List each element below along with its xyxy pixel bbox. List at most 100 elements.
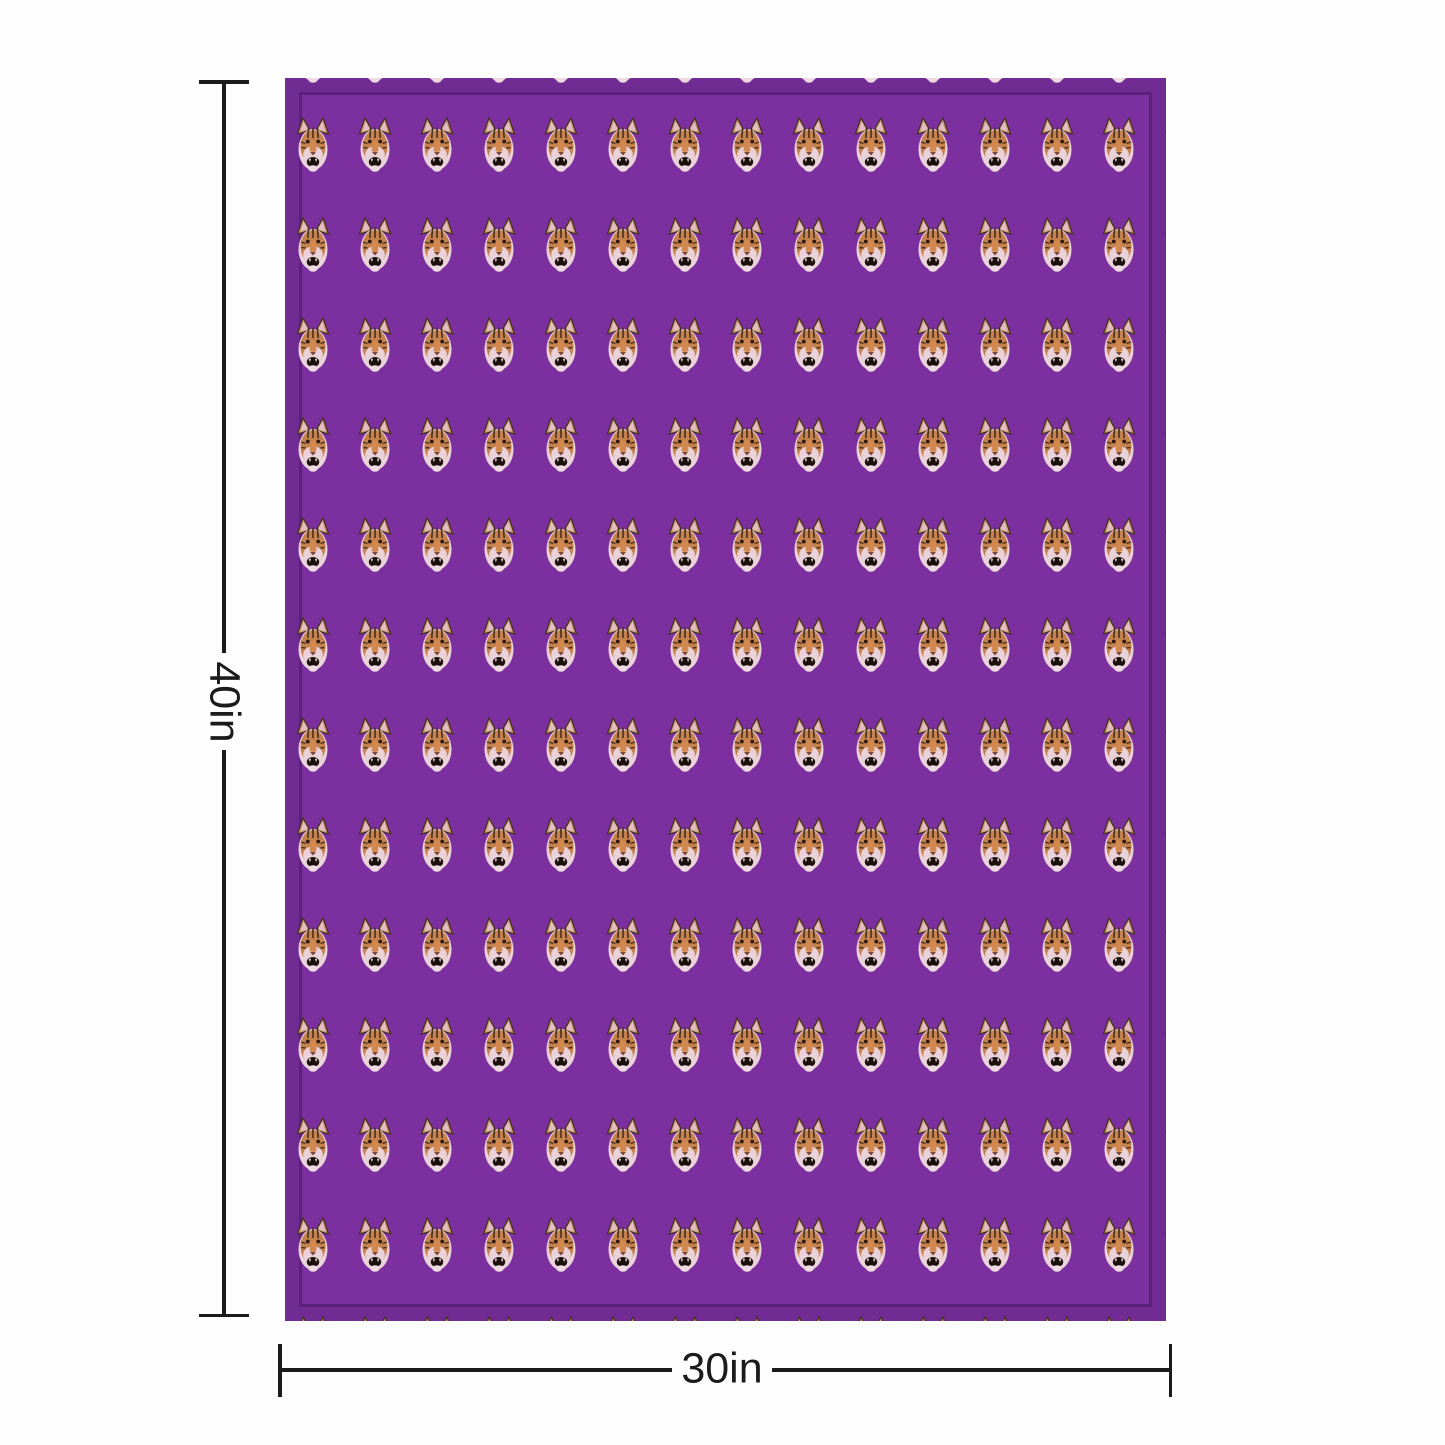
tiger-face-icon: [668, 317, 702, 373]
tiger-face-icon: [1102, 217, 1136, 273]
tiger-face-icon: [544, 1217, 578, 1273]
tiger-face-icon: [668, 1117, 702, 1173]
tiger-face-icon: [1164, 717, 1166, 773]
tiger-face-icon: [358, 417, 392, 473]
tiger-face-icon: [296, 617, 330, 673]
tiger-face-icon: [1040, 417, 1074, 473]
tiger-face-icon: [1102, 117, 1136, 173]
tiger-face-icon: [606, 817, 640, 873]
tiger-face-icon: [978, 717, 1012, 773]
blanket-inner-border: [299, 92, 1152, 1307]
tiger-face-icon: [420, 78, 454, 84]
tiger-face-icon: [544, 1017, 578, 1073]
tiger-face-icon: [1040, 1117, 1074, 1173]
tiger-face-icon: [792, 817, 826, 873]
tiger-face-icon: [1164, 417, 1166, 473]
tiger-face-icon: [358, 1316, 392, 1321]
tiger-face-icon: [420, 117, 454, 173]
tiger-face-icon: [916, 317, 950, 373]
tiger-face-icon: [482, 717, 516, 773]
tiger-face-icon: [482, 917, 516, 973]
tiger-face-icon: [544, 1316, 578, 1321]
tiger-face-icon: [978, 517, 1012, 573]
height-dimension-line-lower: [222, 750, 226, 1317]
tiger-face-icon: [482, 1217, 516, 1273]
tiger-face-icon: [482, 117, 516, 173]
tiger-face-icon: [916, 517, 950, 573]
tiger-face-icon: [792, 717, 826, 773]
tiger-face-icon: [482, 1017, 516, 1073]
tiger-face-icon: [606, 517, 640, 573]
tiger-face-icon: [1040, 1217, 1074, 1273]
tiger-face-icon: [1102, 1117, 1136, 1173]
tiger-face-icon: [606, 217, 640, 273]
tiger-face-icon: [1102, 817, 1136, 873]
tiger-face-icon: [544, 517, 578, 573]
tiger-face-icon: [730, 1316, 764, 1321]
tiger-face-icon: [1040, 317, 1074, 373]
tiger-face-icon: [606, 1217, 640, 1273]
tiger-face-icon: [978, 78, 1012, 84]
tiger-face-icon: [296, 1017, 330, 1073]
tiger-face-icon: [420, 317, 454, 373]
tiger-face-icon: [482, 417, 516, 473]
tiger-face-icon: [420, 617, 454, 673]
tiger-face-icon: [730, 1217, 764, 1273]
tiger-face-icon: [916, 1316, 950, 1321]
tiger-face-icon: [482, 617, 516, 673]
tiger-face-icon: [792, 417, 826, 473]
tiger-face-icon: [358, 1217, 392, 1273]
tiger-face-icon: [978, 817, 1012, 873]
tiger-face-icon: [358, 817, 392, 873]
tiger-face-icon: [1102, 1217, 1136, 1273]
tiger-face-icon: [978, 417, 1012, 473]
tiger-face-icon: [296, 78, 330, 84]
tiger-face-icon: [978, 1017, 1012, 1073]
tiger-face-icon: [854, 1117, 888, 1173]
tiger-face-icon: [420, 717, 454, 773]
tiger-face-icon: [544, 717, 578, 773]
tiger-face-icon: [1102, 617, 1136, 673]
tiger-face-icon: [978, 1316, 1012, 1321]
tiger-face-icon: [420, 217, 454, 273]
tiger-face-icon: [544, 817, 578, 873]
tiger-face-icon: [358, 517, 392, 573]
tiger-face-icon: [916, 1117, 950, 1173]
tiger-face-icon: [916, 717, 950, 773]
tiger-face-icon: [668, 1017, 702, 1073]
tiger-face-icon: [1164, 1117, 1166, 1173]
tiger-face-icon: [420, 1217, 454, 1273]
tiger-face-icon: [544, 417, 578, 473]
tiger-face-icon: [668, 817, 702, 873]
tiger-face-icon: [730, 717, 764, 773]
tiger-face-icon: [606, 617, 640, 673]
tiger-face-icon: [606, 917, 640, 973]
tiger-face-icon: [730, 317, 764, 373]
tiger-face-icon: [854, 1316, 888, 1321]
tiger-face-icon: [730, 1017, 764, 1073]
height-dimension-label: 40in: [200, 661, 249, 743]
tiger-face-icon: [296, 217, 330, 273]
height-dimension-line-upper: [222, 80, 226, 653]
tiger-face-icon: [482, 517, 516, 573]
tiger-face-icon: [916, 817, 950, 873]
tiger-face-icon: [792, 217, 826, 273]
tiger-face-icon: [482, 1316, 516, 1321]
tiger-face-icon: [668, 717, 702, 773]
tiger-face-icon: [916, 78, 950, 84]
tiger-face-icon: [420, 1017, 454, 1073]
tiger-face-icon: [1164, 317, 1166, 373]
tiger-face-icon: [792, 78, 826, 84]
tiger-face-icon: [420, 817, 454, 873]
tiger-pattern: [296, 78, 1166, 1321]
tiger-face-icon: [482, 1117, 516, 1173]
tiger-face-icon: [668, 1316, 702, 1321]
tiger-face-icon: [1102, 78, 1136, 84]
tiger-face-icon: [854, 1217, 888, 1273]
tiger-face-icon: [296, 417, 330, 473]
tiger-face-icon: [544, 1117, 578, 1173]
tiger-face-icon: [978, 317, 1012, 373]
tiger-face-icon: [792, 917, 826, 973]
tiger-face-icon: [1040, 78, 1074, 84]
